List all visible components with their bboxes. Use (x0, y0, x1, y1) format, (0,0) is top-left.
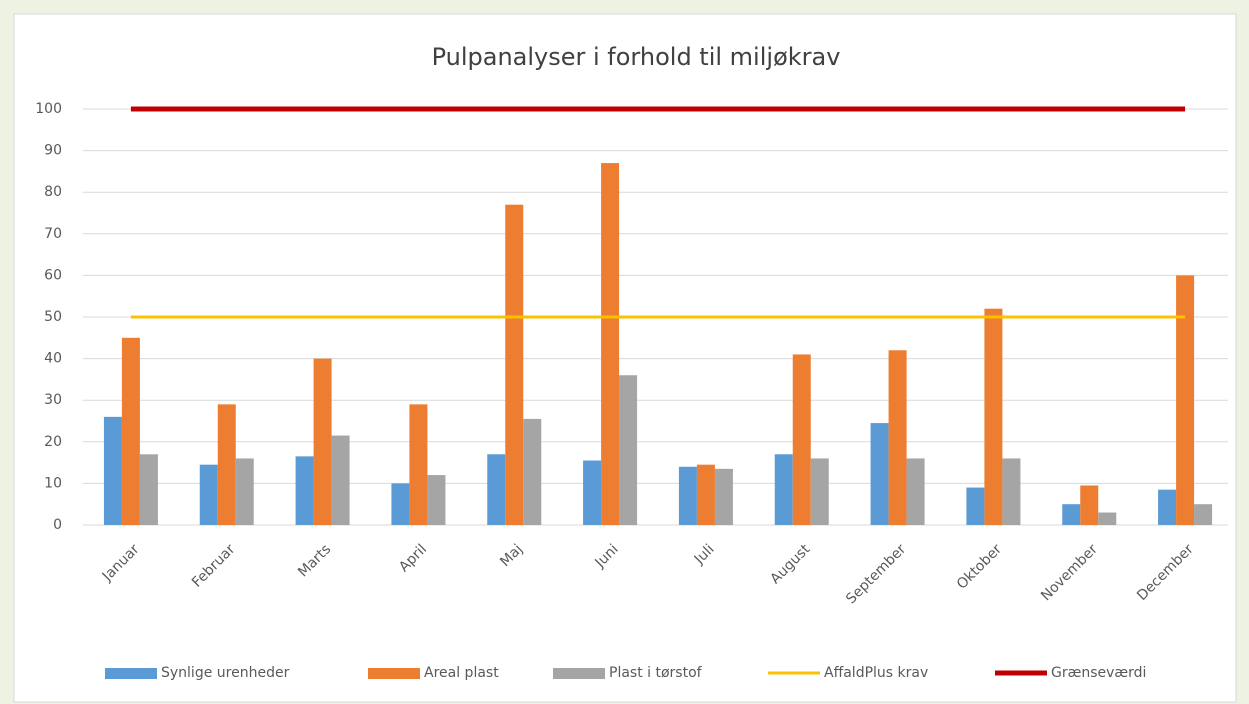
bar (792, 354, 811, 525)
y-tick-label: 100 (35, 101, 62, 117)
bar (1158, 489, 1177, 525)
y-tick-label: 10 (44, 475, 62, 491)
bar (1194, 504, 1213, 525)
y-tick-label: 30 (44, 392, 62, 408)
bar (1098, 512, 1117, 525)
y-tick-label: 90 (44, 143, 62, 159)
bar (1176, 275, 1195, 525)
bar (217, 404, 236, 525)
bar (391, 483, 410, 525)
bar (810, 458, 829, 525)
bar (313, 358, 332, 525)
y-tick-label: 80 (44, 184, 62, 200)
legend-swatch (553, 668, 605, 679)
chart-panel (13, 13, 1237, 703)
legend-label: AffaldPlus krav (824, 665, 928, 681)
bar (906, 458, 925, 525)
bar (870, 423, 889, 525)
bar (984, 308, 1003, 525)
bar (199, 464, 218, 525)
bar (1002, 458, 1021, 525)
bar (121, 337, 140, 525)
bar (505, 204, 524, 525)
legend-label: Plast i tørstof (609, 665, 703, 681)
bar (409, 404, 428, 525)
bar (139, 454, 158, 525)
y-tick-label: 0 (53, 517, 62, 533)
bar (888, 350, 907, 525)
bar (619, 375, 638, 525)
bar (331, 435, 350, 525)
legend-label: Synlige urenheder (161, 665, 290, 681)
bar (1062, 504, 1081, 525)
bar (427, 475, 446, 525)
bar (583, 460, 602, 525)
y-tick-label: 20 (44, 434, 62, 450)
y-tick-label: 40 (44, 351, 62, 367)
chart-title: Pulpanalyser i forhold til miljøkrav (432, 43, 841, 71)
bar (235, 458, 254, 525)
legend-swatch (105, 668, 157, 679)
bar (103, 416, 122, 525)
bar (696, 464, 715, 525)
legend-swatch (368, 668, 420, 679)
legend-label: Areal plast (424, 665, 499, 681)
bar (714, 468, 733, 525)
y-tick-label: 60 (44, 267, 62, 283)
y-tick-label: 50 (44, 309, 62, 325)
bar (601, 163, 620, 525)
bar (966, 487, 985, 525)
bar (487, 454, 506, 525)
y-tick-label: 70 (44, 226, 62, 242)
bar (678, 466, 697, 525)
bar (523, 418, 542, 525)
bar (774, 454, 793, 525)
bar (1080, 485, 1099, 525)
bar (295, 456, 314, 525)
legend-label: Grænseværdi (1051, 665, 1146, 681)
